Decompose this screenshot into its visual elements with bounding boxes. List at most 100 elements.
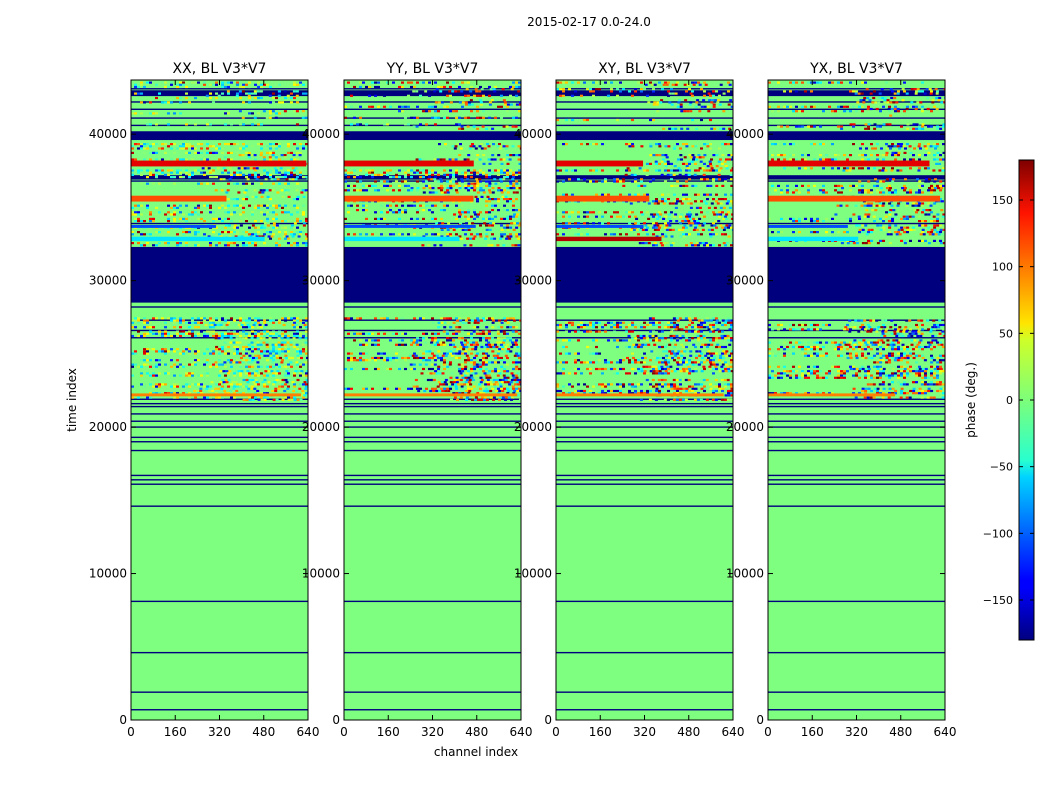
heatmap-cell xyxy=(655,226,658,229)
heatmap-cell xyxy=(188,173,191,176)
heatmap-cell xyxy=(278,372,281,375)
heatmap-cell xyxy=(715,169,718,172)
heatmap-cell xyxy=(634,367,637,371)
heatmap-cell xyxy=(214,337,218,340)
heatmap-cell xyxy=(164,326,167,329)
heatmap-cell xyxy=(655,193,658,196)
heatmap-cell xyxy=(516,222,520,225)
heatmap-cell xyxy=(230,206,233,209)
heatmap-cell xyxy=(689,224,693,227)
heatmap-cell xyxy=(676,184,680,187)
heatmap-cell xyxy=(176,350,179,353)
heatmap-cell xyxy=(277,337,281,340)
heatmap-cell xyxy=(630,173,634,176)
heatmap-cell xyxy=(401,204,404,207)
heatmap-cell xyxy=(227,182,230,185)
heatmap-cell xyxy=(491,211,494,214)
heatmap-cell xyxy=(497,337,500,340)
heatmap-cell xyxy=(251,145,254,148)
heatmap-cell xyxy=(667,162,670,165)
heatmap-cell xyxy=(484,237,488,240)
heatmap-cell xyxy=(718,147,721,150)
heatmap-cell xyxy=(433,158,437,161)
heatmap-cell xyxy=(479,169,482,172)
heatmap-cell xyxy=(449,365,453,368)
heatmap-cell xyxy=(230,396,233,399)
heatmap-cell xyxy=(619,321,622,324)
heatmap-cell xyxy=(235,361,239,364)
heatmap-cell xyxy=(652,233,655,236)
heatmap-cell xyxy=(616,383,619,386)
heatmap-cell xyxy=(134,204,137,207)
heatmap-cell xyxy=(260,352,263,355)
heatmap-cell xyxy=(389,176,392,179)
heatmap-cell xyxy=(431,116,434,119)
heatmap-cell xyxy=(479,103,483,106)
heatmap-cell xyxy=(674,354,678,357)
heatmap-cell xyxy=(641,242,645,245)
heatmap-cell xyxy=(454,383,458,386)
heatmap-cell xyxy=(467,359,470,362)
heatmap-cell xyxy=(380,317,383,320)
heatmap-cell xyxy=(643,392,646,395)
heatmap-cell xyxy=(724,370,728,373)
heatmap-cell xyxy=(676,169,679,172)
heatmap-cell xyxy=(486,398,489,401)
heatmap-cell xyxy=(236,198,239,201)
heatmap-cell xyxy=(284,171,287,174)
y-tick-label: 0 xyxy=(332,713,340,727)
heatmap-cell xyxy=(574,372,577,375)
heatmap-cell xyxy=(485,387,488,390)
heatmap-cell xyxy=(251,195,255,198)
heatmap-cell xyxy=(441,143,444,146)
heatmap-cell xyxy=(479,343,482,346)
heatmap-cell xyxy=(152,317,155,320)
heatmap-cell xyxy=(182,332,185,335)
heatmap-cell xyxy=(279,381,283,384)
heatmap-cell xyxy=(233,182,236,185)
heatmap-cell xyxy=(236,350,239,353)
heatmap-cell xyxy=(236,83,239,86)
heatmap-cell xyxy=(194,169,197,172)
heatmap-cell xyxy=(245,204,248,207)
heatmap-cell xyxy=(259,189,263,192)
heatmap-cell xyxy=(648,398,652,401)
heatmap-flag-line xyxy=(344,222,521,225)
heatmap-cell xyxy=(458,356,461,360)
heatmap-cell xyxy=(146,332,149,335)
heatmap-cell xyxy=(284,345,288,349)
heatmap-cell xyxy=(164,85,167,89)
heatmap-cell xyxy=(276,178,280,181)
heatmap-cell xyxy=(272,345,276,349)
heatmap-cell xyxy=(263,330,266,333)
heatmap-cell xyxy=(279,356,282,360)
heatmap-cell xyxy=(703,326,706,329)
heatmap-cell xyxy=(562,359,565,362)
heatmap-cell xyxy=(493,385,497,388)
heatmap-cell xyxy=(479,233,482,236)
heatmap-cell xyxy=(586,323,589,327)
heatmap-cell xyxy=(509,217,512,220)
heatmap-cell xyxy=(592,361,595,364)
heatmap-cell xyxy=(697,392,700,395)
heatmap-cell xyxy=(598,222,601,225)
heatmap-cell xyxy=(254,195,258,198)
heatmap-cell xyxy=(263,392,266,395)
heatmap-cell xyxy=(438,372,442,375)
heatmap-cell xyxy=(467,392,471,395)
heatmap-cell xyxy=(710,343,714,346)
heatmap-cell xyxy=(509,337,512,340)
heatmap-cell xyxy=(471,143,474,146)
heatmap-flag-line xyxy=(556,108,733,110)
heatmap-cell xyxy=(359,116,362,119)
heatmap-cell xyxy=(460,363,464,366)
heatmap-cell xyxy=(131,334,134,338)
heatmap-cell xyxy=(559,372,562,375)
heatmap-cell xyxy=(191,321,194,324)
heatmap-band xyxy=(131,195,227,202)
heatmap-cell xyxy=(294,323,298,327)
heatmap-cell xyxy=(222,381,226,384)
heatmap-cell xyxy=(203,332,206,335)
heatmap-cell xyxy=(517,158,521,161)
heatmap-cell xyxy=(131,350,134,353)
